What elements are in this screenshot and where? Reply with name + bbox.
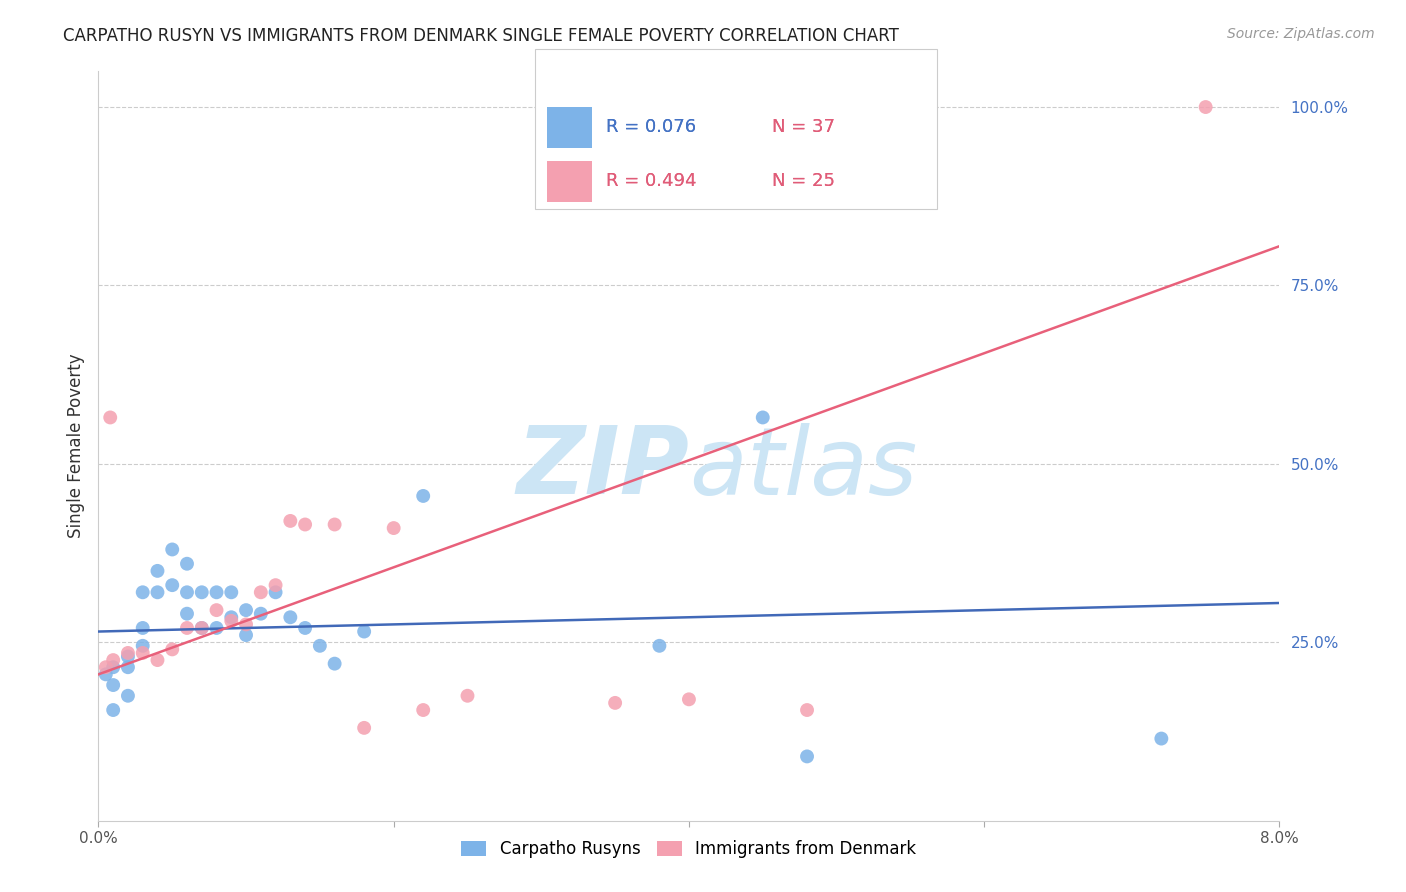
Point — [205, 585, 228, 599]
Point — [132, 585, 155, 599]
Point — [250, 585, 273, 599]
Point — [103, 678, 125, 692]
Point — [162, 578, 183, 592]
Point — [176, 621, 198, 635]
Point — [412, 703, 434, 717]
Point — [309, 639, 332, 653]
Point — [191, 621, 214, 635]
Point — [146, 653, 169, 667]
Point — [280, 514, 302, 528]
Text: N = 37: N = 37 — [772, 118, 835, 136]
Point — [221, 585, 243, 599]
Point — [117, 660, 139, 674]
Point — [353, 624, 375, 639]
Point — [103, 660, 125, 674]
Text: atlas: atlas — [689, 423, 917, 514]
FancyBboxPatch shape — [547, 106, 592, 148]
Y-axis label: Single Female Poverty: Single Female Poverty — [66, 354, 84, 538]
Point — [146, 564, 169, 578]
Point — [412, 489, 434, 503]
Point — [162, 642, 183, 657]
Point — [280, 610, 302, 624]
FancyBboxPatch shape — [536, 49, 936, 210]
Text: N = 25: N = 25 — [772, 172, 835, 190]
Text: R = 0.076: R = 0.076 — [606, 118, 696, 136]
Point — [132, 639, 155, 653]
Point — [117, 646, 139, 660]
Text: ZIP: ZIP — [516, 423, 689, 515]
Point — [191, 585, 214, 599]
Point — [98, 410, 121, 425]
Point — [117, 689, 139, 703]
Point — [457, 689, 479, 703]
Point — [1195, 100, 1218, 114]
Point — [294, 621, 316, 635]
Point — [162, 542, 183, 557]
Point — [205, 603, 228, 617]
Text: N = 37: N = 37 — [772, 118, 835, 136]
Point — [191, 621, 214, 635]
Text: Source: ZipAtlas.com: Source: ZipAtlas.com — [1227, 27, 1375, 41]
Point — [752, 410, 775, 425]
Point — [264, 585, 287, 599]
FancyBboxPatch shape — [547, 161, 592, 202]
Point — [221, 610, 243, 624]
Text: CARPATHO RUSYN VS IMMIGRANTS FROM DENMARK SINGLE FEMALE POVERTY CORRELATION CHAR: CARPATHO RUSYN VS IMMIGRANTS FROM DENMAR… — [63, 27, 900, 45]
Point — [235, 617, 257, 632]
Point — [103, 703, 125, 717]
Legend: Carpatho Rusyns, Immigrants from Denmark: Carpatho Rusyns, Immigrants from Denmark — [454, 833, 924, 864]
Point — [796, 749, 818, 764]
Point — [605, 696, 627, 710]
Point — [176, 585, 198, 599]
Point — [382, 521, 405, 535]
Point — [648, 639, 671, 653]
Text: R = 0.494: R = 0.494 — [606, 172, 697, 190]
Text: R = 0.076: R = 0.076 — [606, 118, 696, 136]
Point — [353, 721, 375, 735]
Point — [205, 621, 228, 635]
Point — [176, 607, 198, 621]
Point — [132, 646, 155, 660]
Point — [132, 621, 155, 635]
Point — [323, 517, 346, 532]
Point — [176, 557, 198, 571]
Point — [221, 614, 243, 628]
Point — [250, 607, 273, 621]
Point — [94, 667, 117, 681]
Point — [294, 517, 316, 532]
Point — [1150, 731, 1173, 746]
Point — [323, 657, 346, 671]
Point — [117, 649, 139, 664]
Point — [146, 585, 169, 599]
Point — [94, 660, 117, 674]
Text: R = 0.494: R = 0.494 — [606, 172, 697, 190]
Point — [678, 692, 700, 706]
Text: N = 25: N = 25 — [772, 172, 835, 190]
Point — [235, 628, 257, 642]
Point — [796, 703, 818, 717]
Point — [235, 603, 257, 617]
Point — [103, 653, 125, 667]
Point — [264, 578, 287, 592]
